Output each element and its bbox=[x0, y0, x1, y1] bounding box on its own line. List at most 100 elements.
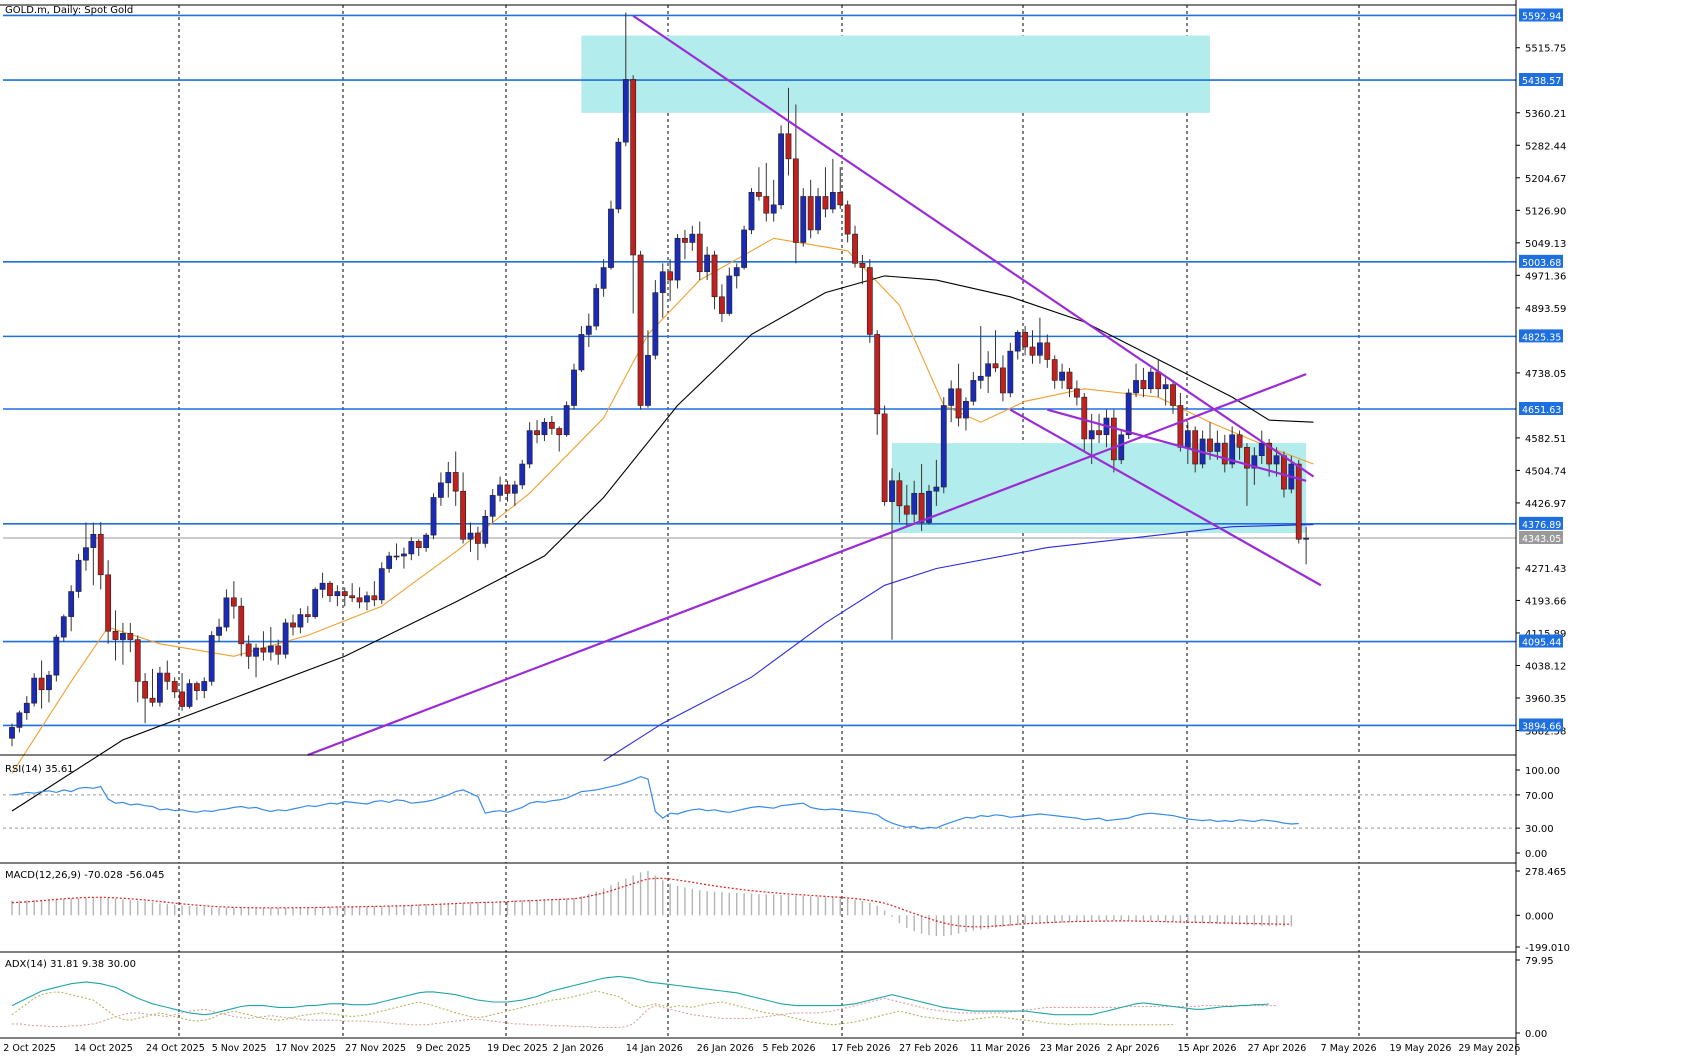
date-tick-label: 9 Dec 2025 bbox=[416, 1043, 471, 1054]
price-tick-label: 5049.13 bbox=[1525, 239, 1566, 250]
candle-body bbox=[696, 233, 703, 273]
candle-body bbox=[223, 597, 230, 628]
candle-body bbox=[171, 681, 178, 693]
candle-body bbox=[1192, 430, 1199, 465]
level-price-label: 4651.63 bbox=[1522, 405, 1561, 416]
candle-body bbox=[482, 515, 489, 544]
level-price-badge bbox=[1519, 634, 1563, 648]
candle-body bbox=[755, 191, 762, 197]
candle-body bbox=[911, 492, 918, 515]
candle-body bbox=[319, 582, 326, 590]
candle-body bbox=[430, 497, 437, 536]
candle-body bbox=[60, 616, 67, 638]
candle-body bbox=[970, 380, 977, 402]
adx-tick-label: 0.00 bbox=[1525, 1029, 1547, 1040]
candle-body bbox=[682, 237, 688, 243]
candle-body bbox=[356, 597, 363, 603]
price-tick-label: 5360.21 bbox=[1525, 109, 1566, 120]
candle-body bbox=[859, 263, 866, 268]
adx-tick-label: 79.95 bbox=[1525, 956, 1554, 967]
candle-body bbox=[1029, 346, 1036, 356]
level-price-badge bbox=[1519, 516, 1563, 530]
date-tick-label: 19 May 2026 bbox=[1389, 1043, 1451, 1054]
candle-body bbox=[1037, 342, 1043, 356]
frame-layer bbox=[0, 0, 1517, 1055]
rsi-tick-label: 100.00 bbox=[1525, 766, 1560, 777]
candle-body bbox=[1073, 388, 1080, 398]
candle-body bbox=[548, 421, 555, 429]
price-tick-label: 4738.05 bbox=[1525, 369, 1566, 380]
candle-body bbox=[16, 712, 23, 728]
candle-body bbox=[985, 363, 992, 377]
rsi-tick-label: 0.00 bbox=[1525, 849, 1547, 860]
price-tick-label: 4271.43 bbox=[1525, 564, 1566, 575]
candle-body bbox=[918, 492, 925, 523]
price-tick-label: 4504.74 bbox=[1525, 466, 1566, 477]
candle-body bbox=[571, 369, 577, 406]
candle-body bbox=[253, 647, 259, 657]
price-tick-label: 4582.51 bbox=[1525, 434, 1566, 445]
macd-label: MACD(12,26,9) -70.028 -56.045 bbox=[5, 870, 165, 881]
candle-body bbox=[1066, 371, 1073, 390]
date-tick-label: 17 Feb 2026 bbox=[831, 1043, 890, 1054]
candle-body bbox=[142, 681, 149, 699]
trend-layer bbox=[307, 14, 1322, 757]
candle-body bbox=[334, 591, 341, 597]
candle-body bbox=[1162, 384, 1169, 390]
candle-body bbox=[238, 605, 245, 645]
price-tick-label: 4893.59 bbox=[1525, 304, 1566, 315]
date-tick-label: 7 May 2026 bbox=[1321, 1043, 1377, 1054]
candle-layer bbox=[9, 12, 1310, 747]
candle-body bbox=[1096, 430, 1102, 436]
candle-body bbox=[593, 288, 600, 327]
adx-label: ADX(14) 31.81 9.38 30.00 bbox=[5, 959, 136, 970]
candle-body bbox=[1229, 434, 1236, 465]
adx-plus-di-line bbox=[11, 990, 1174, 1026]
candle-body bbox=[896, 480, 903, 507]
indicator-layer: RSI(14) 35.61 MACD(12,26,9) -70.028 -56.0… bbox=[3, 764, 1516, 1029]
trendline bbox=[632, 14, 1315, 478]
candle-body bbox=[1022, 332, 1029, 348]
price-tick-label: 4038.12 bbox=[1525, 661, 1566, 672]
date-tick-label: 23 Mar 2026 bbox=[1040, 1043, 1100, 1054]
candle-body bbox=[474, 532, 481, 544]
price-tick-label: 5204.67 bbox=[1525, 174, 1566, 185]
candle-body bbox=[164, 672, 171, 682]
candle-body bbox=[112, 630, 119, 640]
macd-tick-label: 0.000 bbox=[1525, 911, 1554, 922]
candle-body bbox=[608, 208, 614, 268]
candle-body bbox=[489, 495, 496, 517]
date-tick-label: 14 Oct 2025 bbox=[74, 1043, 133, 1054]
candle-body bbox=[1118, 434, 1125, 461]
level-price-label: 3894.66 bbox=[1522, 721, 1561, 732]
candle-body bbox=[378, 568, 385, 601]
candle-body bbox=[674, 237, 681, 281]
candle-body bbox=[230, 597, 237, 607]
candle-body bbox=[267, 645, 274, 653]
candle-body bbox=[837, 191, 844, 206]
level-price-label: 4376.89 bbox=[1522, 520, 1561, 531]
candle-body bbox=[977, 375, 984, 381]
candle-body bbox=[541, 421, 548, 436]
date-tick-label: 2 Oct 2025 bbox=[3, 1043, 56, 1054]
candle-body bbox=[423, 534, 430, 548]
candle-body bbox=[1081, 396, 1088, 440]
rsi-tick-label: 30.00 bbox=[1525, 824, 1554, 835]
candle-body bbox=[1281, 455, 1287, 490]
price-tick-label: 3882.58 bbox=[1525, 727, 1566, 738]
candle-body bbox=[630, 79, 637, 256]
candle-body bbox=[519, 463, 526, 486]
candle-body bbox=[304, 614, 311, 617]
candle-body bbox=[460, 490, 466, 540]
candle-body bbox=[874, 334, 881, 415]
candle-body bbox=[704, 254, 711, 273]
candle-body bbox=[1273, 455, 1280, 465]
candle-body bbox=[659, 271, 666, 293]
candle-body bbox=[1140, 380, 1147, 390]
candle-body bbox=[105, 574, 112, 632]
level-layer bbox=[3, 14, 1516, 727]
candle-body bbox=[526, 430, 533, 465]
candle-body bbox=[1000, 367, 1006, 394]
candle-body bbox=[401, 553, 407, 557]
level-price-label: 5438.57 bbox=[1522, 76, 1561, 87]
